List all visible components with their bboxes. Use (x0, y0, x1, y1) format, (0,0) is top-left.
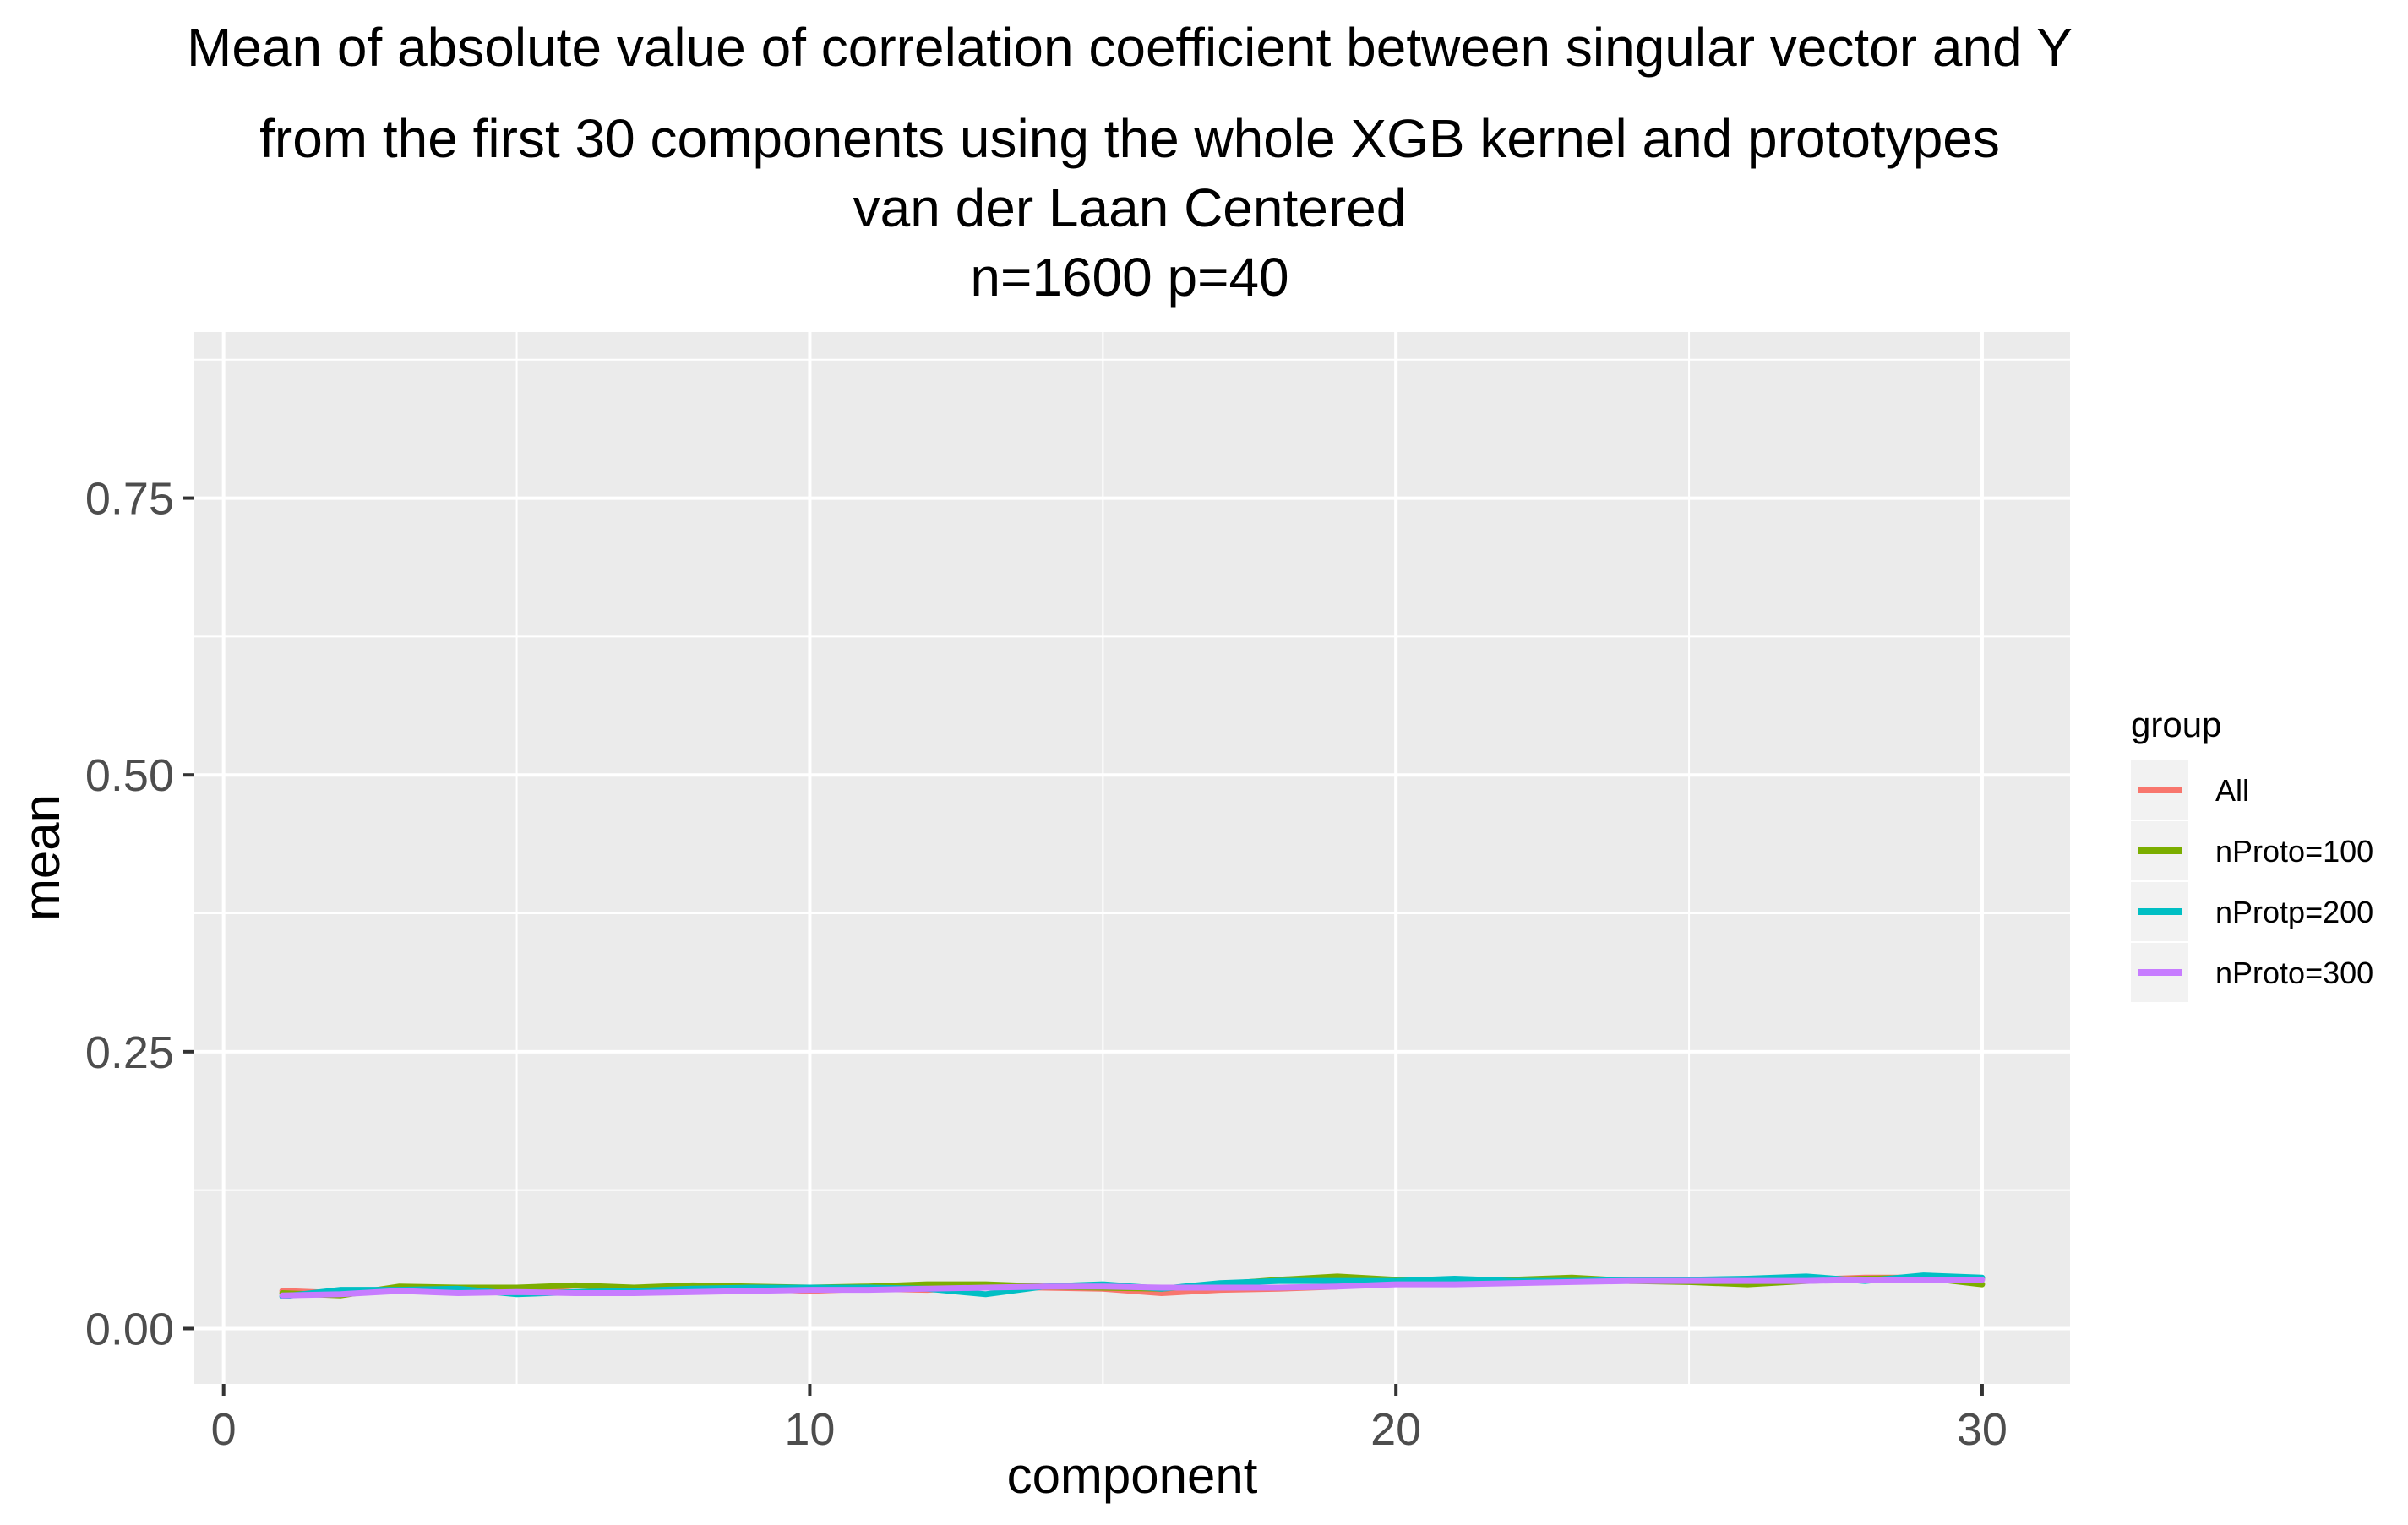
chart-title-line-1: Mean of absolute value of correlation co… (187, 17, 2073, 78)
x-tick-label-0: 0 (211, 1404, 237, 1455)
y-tick-label-2: 0.50 (85, 750, 174, 801)
x-tick-label-1: 10 (784, 1404, 835, 1455)
chart-title: Mean of absolute value of correlation co… (187, 17, 2073, 308)
series-lines (279, 1272, 1986, 1299)
y-axis: 0.00 0.25 0.50 0.75 (85, 474, 194, 1354)
chart-title-line-3: van der Laan Centered (853, 177, 1407, 238)
grid-major (194, 332, 2070, 1384)
legend-label-1: nProto=100 (2215, 834, 2373, 869)
series-line-3 (279, 1277, 1986, 1299)
chart-title-line-4: n=1600 p=40 (970, 247, 1288, 308)
legend-label-0: All (2215, 773, 2249, 808)
legend-items: All nProto=100 nProtp=200 nProto=300 (2131, 760, 2373, 1002)
x-axis: 0 10 20 30 (211, 1384, 2008, 1455)
x-tick-label-3: 30 (1957, 1404, 2008, 1455)
y-axis-title: mean (14, 794, 70, 921)
legend-label-3: nProto=300 (2215, 956, 2373, 990)
legend-label-2: nProtp=200 (2215, 895, 2373, 929)
legend-title: group (2131, 705, 2221, 744)
plot-panel (194, 332, 2070, 1384)
x-axis-title: component (1007, 1447, 1258, 1504)
y-tick-label-1: 0.25 (85, 1027, 174, 1078)
legend: group All nProto=100 nProtp=200 nProto=300 (2131, 705, 2373, 1002)
y-tick-label-3: 0.75 (85, 474, 174, 525)
grid-minor (194, 332, 2070, 1384)
y-tick-label-0: 0.00 (85, 1304, 174, 1354)
x-tick-label-2: 20 (1370, 1404, 1421, 1455)
chart-title-line-2: from the first 30 components using the w… (259, 108, 2000, 169)
